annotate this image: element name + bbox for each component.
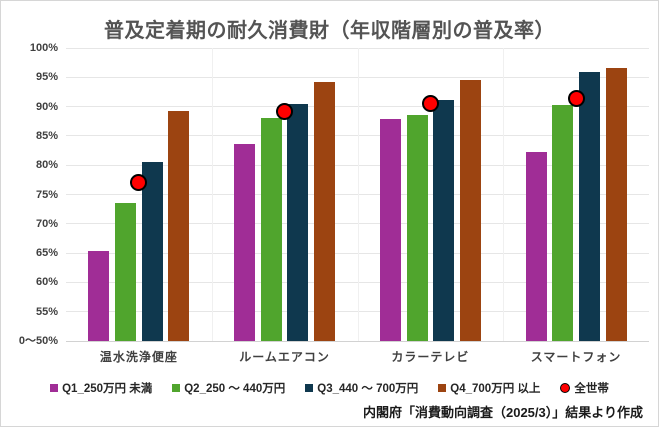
all-households-marker bbox=[276, 102, 294, 120]
y-axis-tick-label: 80% bbox=[35, 159, 58, 172]
legend-marker-circle bbox=[560, 382, 571, 393]
source-note: 内閣府「消費動向調査（2025/3）」結果より作成 bbox=[362, 405, 643, 420]
y-axis-tick-label: 90% bbox=[35, 100, 58, 113]
legend-item-label: 全世帯 bbox=[574, 382, 609, 395]
legend-item: 全世帯 bbox=[560, 380, 609, 396]
bar bbox=[379, 119, 401, 341]
plot-area bbox=[66, 48, 649, 342]
x-axis-category-label: カラーテレビ bbox=[391, 350, 470, 364]
legend-item-label: Q4_700万円 以上 bbox=[450, 382, 541, 395]
bar bbox=[525, 152, 547, 341]
category-separator-line bbox=[211, 48, 213, 341]
x-axis-category-label: ルームエアコン bbox=[239, 350, 330, 364]
bar bbox=[459, 80, 481, 341]
legend-item: Q4_700万円 以上 bbox=[438, 380, 540, 396]
x-axis-category-label: 温水洗浄便座 bbox=[99, 350, 178, 364]
y-axis-tick-label: 85% bbox=[35, 129, 58, 142]
bar bbox=[260, 118, 282, 341]
bar bbox=[141, 162, 163, 341]
legend-item: Q2_250 ～ 440万円 bbox=[172, 380, 285, 396]
bar bbox=[552, 104, 574, 341]
x-axis-category-label: スマートフォン bbox=[530, 350, 622, 364]
all-households-marker bbox=[130, 173, 148, 191]
y-axis-tick-label: 70% bbox=[35, 217, 58, 230]
chart-title: 普及定着期の耐久消費財（年収階層別の普及率） bbox=[104, 20, 555, 42]
legend-item-label: Q2_250 ～ 440万円 bbox=[184, 382, 286, 395]
bar bbox=[287, 103, 309, 341]
y-axis-tick-label: 100% bbox=[29, 42, 58, 54]
bar bbox=[88, 251, 110, 341]
category-separator-line bbox=[503, 48, 505, 341]
bar bbox=[605, 67, 627, 341]
legend: Q1_250万円 未満 Q2_250 ～ 440万円 Q3_440 ～ 700万円 Q… bbox=[1, 379, 658, 396]
y-axis-tick-label: 75% bbox=[35, 188, 58, 201]
bar bbox=[578, 72, 600, 341]
bar bbox=[168, 111, 190, 341]
x-axis-line bbox=[66, 340, 649, 342]
y-axis-tick-label: 55% bbox=[35, 305, 58, 318]
all-households-marker bbox=[421, 94, 439, 112]
y-axis-tick-label: 0～50% bbox=[18, 335, 58, 347]
bar bbox=[406, 114, 428, 341]
legend-marker-square bbox=[50, 383, 59, 392]
y-axis-tick-label: 65% bbox=[35, 247, 58, 260]
legend-marker-square bbox=[172, 383, 181, 392]
bar bbox=[234, 143, 256, 341]
legend-item-label: Q3_440 ～ 700万円 bbox=[317, 382, 419, 395]
category-separator-line bbox=[357, 48, 359, 341]
legend-item: Q3_440 ～ 700万円 bbox=[305, 380, 418, 396]
legend-item-label: Q1_250万円 未満 bbox=[62, 382, 153, 395]
y-axis-tick-label: 95% bbox=[35, 71, 58, 84]
all-households-marker bbox=[567, 90, 585, 108]
legend-marker-square bbox=[438, 383, 447, 392]
y-axis-tick-label: 60% bbox=[35, 276, 58, 289]
bar bbox=[314, 81, 336, 341]
bar bbox=[115, 203, 137, 341]
legend-marker-square bbox=[305, 383, 314, 392]
x-axis: 温水洗浄便座 ルームエアコン カラーテレビ スマートフォン bbox=[66, 348, 649, 364]
legend-item: Q1_250万円 未満 bbox=[50, 380, 152, 396]
bar bbox=[433, 100, 455, 341]
y-axis: 0～50% 55% 60% 65% 70% 75% 80% 85% 90% 95% 100% bbox=[1, 42, 58, 347]
